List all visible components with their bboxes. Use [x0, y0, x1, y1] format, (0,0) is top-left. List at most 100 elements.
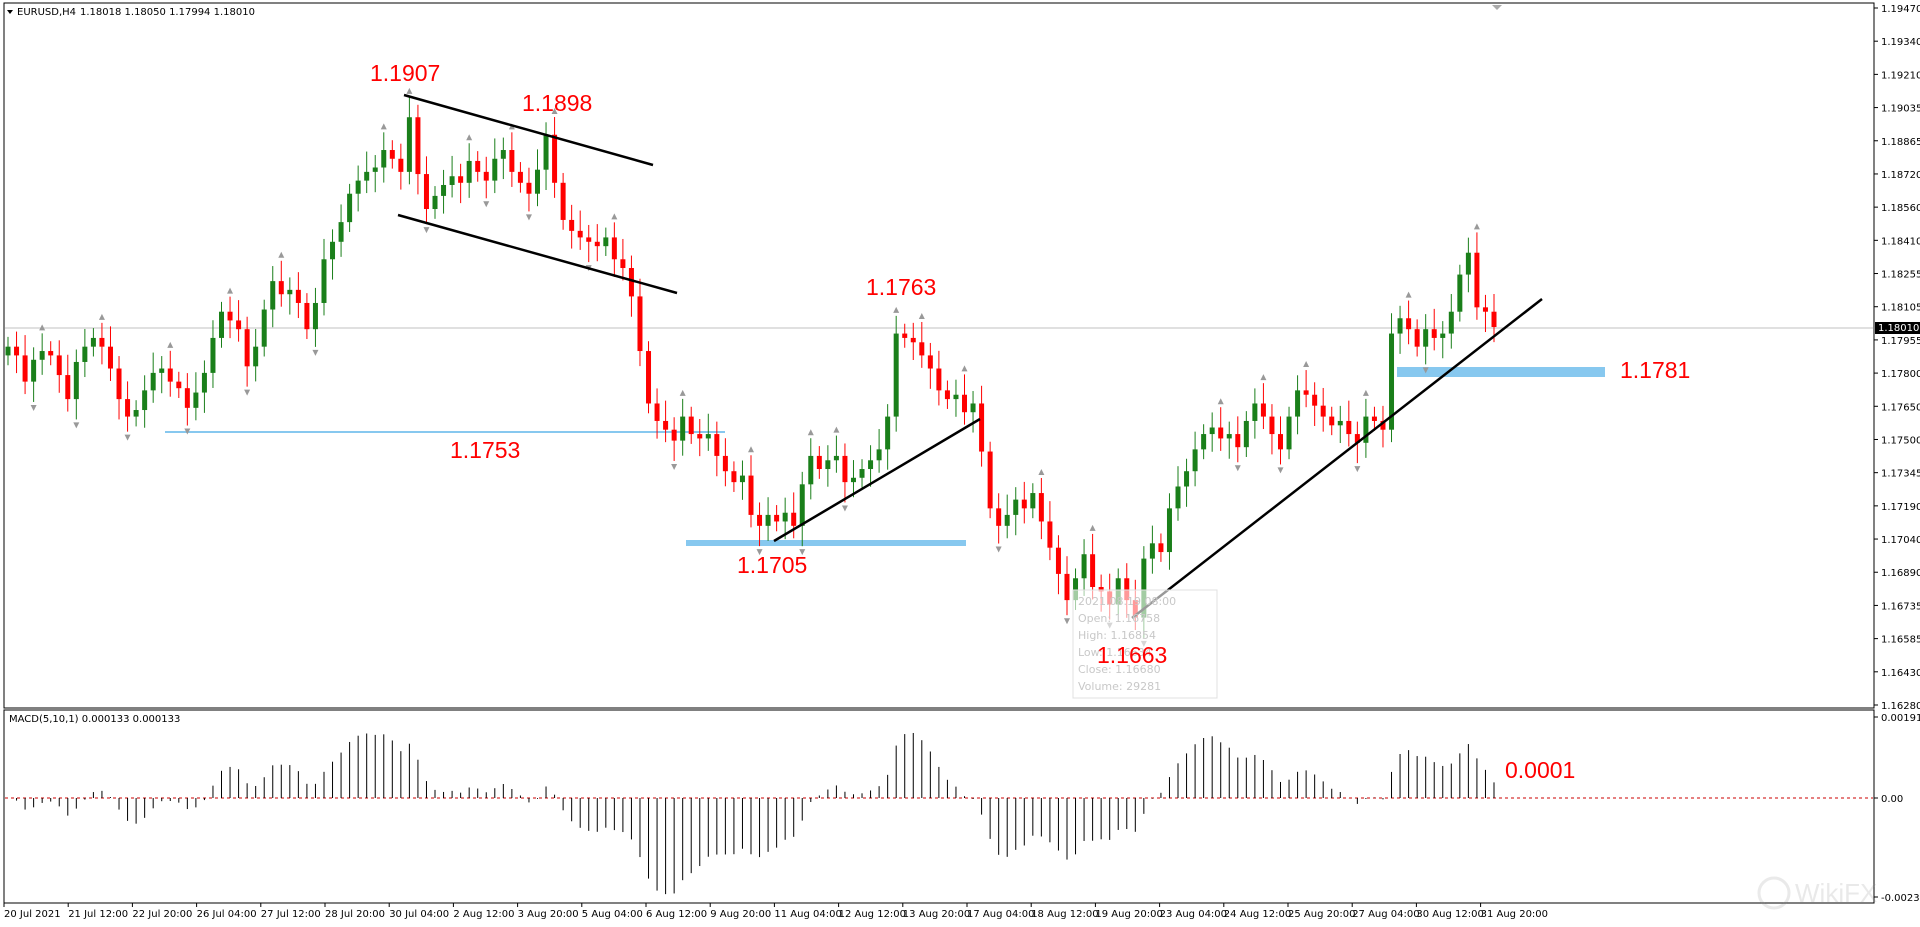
candle-body: [1260, 403, 1266, 417]
candle-body: [526, 182, 532, 194]
candle-body: [304, 302, 310, 330]
candle-body: [1465, 252, 1471, 275]
candle-body: [449, 176, 455, 185]
fractal-up: [1038, 468, 1045, 475]
candle-body: [962, 394, 968, 413]
candle-body: [184, 388, 190, 408]
fractal-down: [671, 463, 678, 470]
annotation-1663: 1.1663: [1097, 642, 1167, 668]
candle-body: [1064, 573, 1070, 601]
candle-body: [227, 311, 233, 321]
fractal-down: [1063, 618, 1070, 625]
current-price-value: 1.18010: [1878, 323, 1919, 334]
candle-body: [1414, 329, 1420, 347]
candle-body: [1320, 405, 1326, 417]
fractal-up: [39, 324, 46, 331]
candle-body: [1448, 311, 1454, 334]
fractal-up: [918, 312, 925, 319]
candle-body: [586, 237, 592, 242]
candle-body: [1277, 434, 1283, 450]
fractal-up: [380, 123, 387, 130]
candle-body: [953, 394, 959, 400]
macd-label: MACD(5,10,1) 0.000133 0.000133: [9, 714, 180, 725]
candle-body: [1337, 420, 1343, 426]
candle-body: [705, 434, 711, 439]
candle-body: [671, 429, 677, 441]
fractal-up: [1405, 291, 1412, 298]
time-tick-label: 13 Aug 20:00: [903, 909, 970, 920]
channel-upper-trendline[interactable]: [403, 93, 654, 167]
fractal-up: [807, 429, 814, 436]
candle-body: [244, 329, 250, 367]
candle-body: [364, 171, 370, 181]
fractal-down: [423, 227, 430, 234]
support-zone-1705[interactable]: [686, 540, 966, 546]
fractal-down: [799, 549, 806, 556]
fractal-up: [833, 426, 840, 433]
candle-body: [731, 471, 737, 483]
candle-body: [517, 171, 523, 183]
fractal-up: [167, 341, 174, 348]
candle-body: [868, 460, 874, 470]
candle-body: [1166, 508, 1172, 553]
price-tick-label: 1.17800: [1881, 369, 1920, 380]
candle-body: [381, 150, 387, 168]
candle-body: [663, 420, 669, 430]
candle-body: [1312, 394, 1318, 406]
price-tick-label: 1.17190: [1881, 502, 1920, 513]
candle-body: [492, 158, 498, 181]
fractal-up: [466, 134, 473, 141]
price-tick-label: 1.16430: [1881, 668, 1920, 679]
tooltip-low: Low: 1.16634: [1078, 646, 1152, 659]
time-axis: 20 Jul 2021 21 Jul 12:00 22 Jul 20:00 26 Ju…: [3, 903, 1548, 920]
candle-body: [1431, 329, 1437, 338]
candle-body: [133, 410, 139, 417]
time-tick-label: 5 Aug 04:00: [582, 909, 643, 920]
fractal-up: [278, 251, 285, 258]
candle-body: [355, 180, 361, 194]
candle-body: [646, 351, 652, 404]
rising-trendline-1[interactable]: [773, 417, 981, 543]
symbol-label: EURUSD,H4: [17, 7, 76, 18]
candle-body: [509, 150, 515, 172]
candle-body: [193, 392, 199, 408]
candle-body: [825, 460, 831, 470]
fractal-up: [611, 213, 618, 220]
candle-body: [1482, 307, 1488, 312]
candle-body: [876, 449, 882, 461]
price-tick-label: 1.18105: [1881, 303, 1920, 314]
price-tick-label: 1.18410: [1881, 236, 1920, 247]
rising-trendline-2[interactable]: [1131, 298, 1543, 619]
support-zone-1781[interactable]: [1397, 367, 1605, 377]
candle-body: [73, 361, 79, 400]
fractal-down: [841, 505, 848, 512]
price-tick-label: 1.17650: [1881, 402, 1920, 413]
price-tick-label: 1.16585: [1881, 635, 1920, 646]
candle-body: [321, 259, 327, 303]
candle-body: [782, 512, 788, 522]
fractal-down: [995, 546, 1002, 553]
fractal-up: [406, 87, 413, 94]
channel-lower-trendline[interactable]: [397, 213, 678, 295]
chart-shift-marker[interactable]: [1492, 5, 1502, 10]
candle-body: [1175, 486, 1181, 509]
candle-body: [996, 508, 1002, 526]
macd-panel-frame: [3, 709, 1875, 904]
candle-body: [1303, 390, 1309, 395]
symbol-dropdown-icon[interactable]: [7, 10, 13, 14]
annotation-1907: 1.1907: [370, 60, 440, 86]
candle-body: [65, 375, 71, 400]
time-tick-label: 19 Aug 20:00: [1095, 909, 1162, 920]
candle-body: [552, 134, 558, 183]
candle-body: [1201, 434, 1207, 450]
candle-body: [1286, 416, 1292, 450]
candle-body: [210, 337, 216, 373]
candle-body: [816, 455, 822, 470]
candle-body: [1269, 416, 1275, 435]
candle-body: [201, 372, 207, 393]
candle-body: [1158, 543, 1164, 553]
candle-body: [295, 289, 301, 303]
fractal-down: [1354, 466, 1361, 473]
candle-body: [808, 455, 814, 485]
